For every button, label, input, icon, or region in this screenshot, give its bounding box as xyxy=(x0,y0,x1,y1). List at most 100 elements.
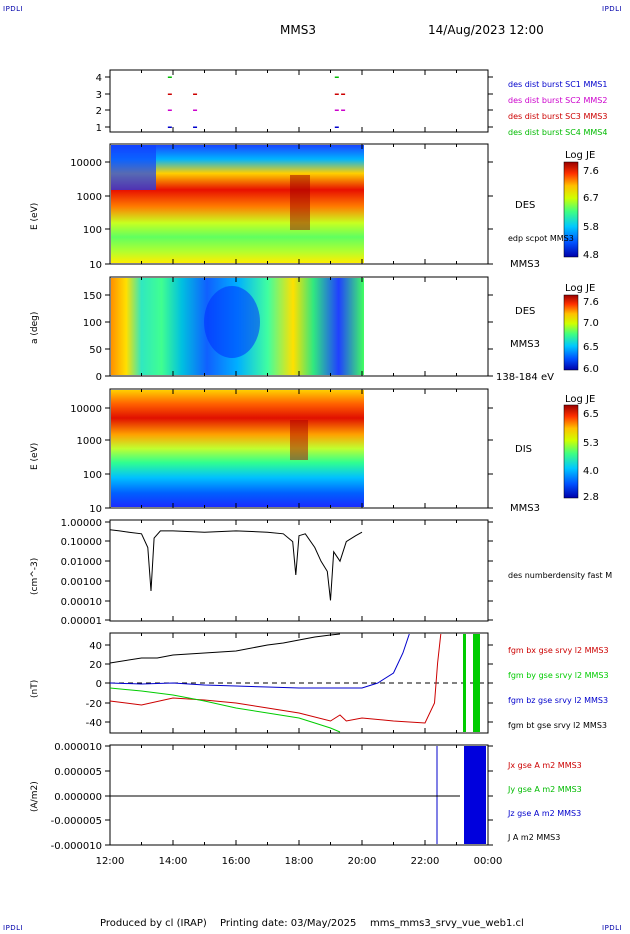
density-ytick-label: 0.00001 xyxy=(61,616,102,627)
xtick-label: 00:00 xyxy=(474,856,503,867)
panel-burst-frame xyxy=(109,69,489,133)
burst-legend-entry: des dist burst SC3 MMS3 xyxy=(508,112,607,121)
des-energy-ytick-label: 1000 xyxy=(77,192,102,203)
current-ytick-label: -0.000005 xyxy=(51,816,102,827)
corner-label-bottom-right: IPDLI xyxy=(602,924,623,932)
fgm-ytick-label: 0 xyxy=(96,679,102,690)
colorbar-des-energy-tick-1: 7.6 xyxy=(583,166,599,177)
xtick-label: 16:00 xyxy=(222,856,251,867)
xtick-label: 22:00 xyxy=(411,856,440,867)
burst-mark xyxy=(334,76,339,78)
colorbar-dis-energy-tick-1: 6.5 xyxy=(583,409,599,420)
ylabel-des-pitch: a (deg) xyxy=(30,311,40,344)
ylabel-fgm: (nT) xyxy=(30,679,40,698)
current-ytick-label: 0.000000 xyxy=(54,792,102,803)
burst-mark xyxy=(341,93,346,95)
burst-mark xyxy=(193,93,198,95)
fgm-data-gap-2 xyxy=(473,634,480,732)
des-pitch-sc-label: MMS3 xyxy=(510,339,540,350)
fgm-bz-line xyxy=(109,633,410,689)
des-pitch-ytick-label: 150 xyxy=(83,291,102,302)
colorbar-des-energy xyxy=(563,161,579,258)
colorbar-des-energy-tick-4: 4.8 xyxy=(583,250,599,261)
xtick-label: 20:00 xyxy=(348,856,377,867)
current-legend-entry: Jz gse A m2 MMS3 xyxy=(507,809,581,818)
dis-energy-ytick-label: 100 xyxy=(83,470,102,481)
current-ytick-label: 0.000005 xyxy=(54,767,102,778)
colorbar-des-pitch-title: Log JE xyxy=(565,283,596,294)
fgm-ytick-label: 40 xyxy=(89,641,102,652)
fgm-bx-line xyxy=(109,633,442,724)
burst-mark xyxy=(167,76,172,78)
colorbar-des-pitch-tick-4: 6.0 xyxy=(583,364,599,375)
des-energy-low-band xyxy=(111,145,156,190)
ylabel-dis-energy: E (eV) xyxy=(30,442,40,470)
des-energy-sc-label: MMS3 xyxy=(510,259,540,270)
burst-mark xyxy=(193,126,198,128)
burst-mark xyxy=(334,126,339,128)
fgm-data-gap-1 xyxy=(463,634,466,732)
xtick-label: 12:00 xyxy=(96,856,125,867)
dis-energy-ytick-label: 10 xyxy=(89,504,102,515)
des-energy-ytick-label: 10000 xyxy=(70,158,102,169)
colorbar-dis-energy-title: Log JE xyxy=(565,394,596,405)
fgm-bt-line xyxy=(109,633,341,664)
colorbar-des-energy-title: Log JE xyxy=(565,150,596,161)
des-energy-scpot-label: edp scpot MMS3 xyxy=(508,234,574,243)
density-legend: des numberdensity fast M xyxy=(508,571,613,580)
fgm-by-line xyxy=(109,687,341,733)
current-ytick-label: 0.000010 xyxy=(54,742,102,753)
des-pitch-ytick-label: 100 xyxy=(83,318,102,329)
colorbar-dis-energy-tick-4: 2.8 xyxy=(583,492,599,503)
des-energy-instrument: DES xyxy=(515,200,536,211)
dis-energy-sc-label: MMS3 xyxy=(510,503,540,514)
footer-filename: mms_mms3_srvy_vue_web1.cl xyxy=(370,918,524,929)
panel-density-frame xyxy=(109,519,489,622)
burst-mark xyxy=(341,109,346,111)
density-ytick-label: 0.01000 xyxy=(61,557,102,568)
colorbar-dis-energy-tick-2: 5.3 xyxy=(583,438,599,449)
colorbar-dis-energy xyxy=(563,404,579,499)
density-ytick-label: 0.00010 xyxy=(61,597,102,608)
corner-label-top-left: IPDLI xyxy=(3,5,24,13)
footer-printing-date: Printing date: 03/May/2025 xyxy=(220,918,357,929)
burst-mark xyxy=(334,109,339,111)
fgm-ytick-label: 20 xyxy=(89,660,102,671)
colorbar-dis-energy-tick-3: 4.0 xyxy=(583,466,599,477)
colorbar-des-pitch xyxy=(563,294,579,371)
fgm-ytick-label: -20 xyxy=(86,699,102,710)
fgm-legend-entry: fgm bx gse srvy l2 MMS3 xyxy=(508,646,609,655)
current-legend-entry: Jx gse A m2 MMS3 xyxy=(507,761,582,770)
fgm-ytick-label: -40 xyxy=(86,718,102,729)
des-pitch-ytick-label: 50 xyxy=(89,345,102,356)
current-burst-region xyxy=(464,746,486,844)
current-legend-entry: Jy gse A m2 MMS3 xyxy=(507,785,582,794)
colorbar-des-pitch-tick-2: 7.0 xyxy=(583,318,599,329)
dis-energy-instrument: DIS xyxy=(515,444,532,455)
burst-mark xyxy=(334,93,339,95)
des-pitch-energy-range: 138-184 eV xyxy=(496,372,554,383)
burst-mark xyxy=(167,109,172,111)
corner-label-bottom-left: IPDLI xyxy=(3,924,24,932)
des-energy-ytick-label: 100 xyxy=(83,225,102,236)
burst-ytick-label: 4 xyxy=(96,73,102,84)
burst-mark xyxy=(167,93,172,95)
datetime-title: 14/Aug/2023 12:00 xyxy=(428,23,544,37)
ylabel-current: (A/m2) xyxy=(30,781,40,812)
colorbar-des-pitch-tick-3: 6.5 xyxy=(583,342,599,353)
dis-energy-ytick-label: 1000 xyxy=(77,436,102,447)
des-energy-dip-band xyxy=(290,175,310,230)
burst-mark xyxy=(167,126,172,128)
fgm-legend-entry: fgm by gse srvy l2 MMS3 xyxy=(508,671,609,680)
panel-current-frame xyxy=(109,744,489,846)
dis-energy-dip-band xyxy=(290,420,308,460)
corner-label-top-right: IPDLI xyxy=(602,5,623,13)
burst-ytick-label: 1 xyxy=(96,123,102,134)
des-pitch-instrument: DES xyxy=(515,306,536,317)
footer-produced-by: Produced by cl (IRAP) xyxy=(100,918,207,929)
dis-energy-ytick-label: 10000 xyxy=(70,404,102,415)
burst-legend-entry: des dist burst SC1 MMS1 xyxy=(508,80,607,89)
burst-legend-entry: des dist burst SC4 MMS4 xyxy=(508,128,607,137)
ylabel-density: (cm^-3) xyxy=(30,557,40,595)
